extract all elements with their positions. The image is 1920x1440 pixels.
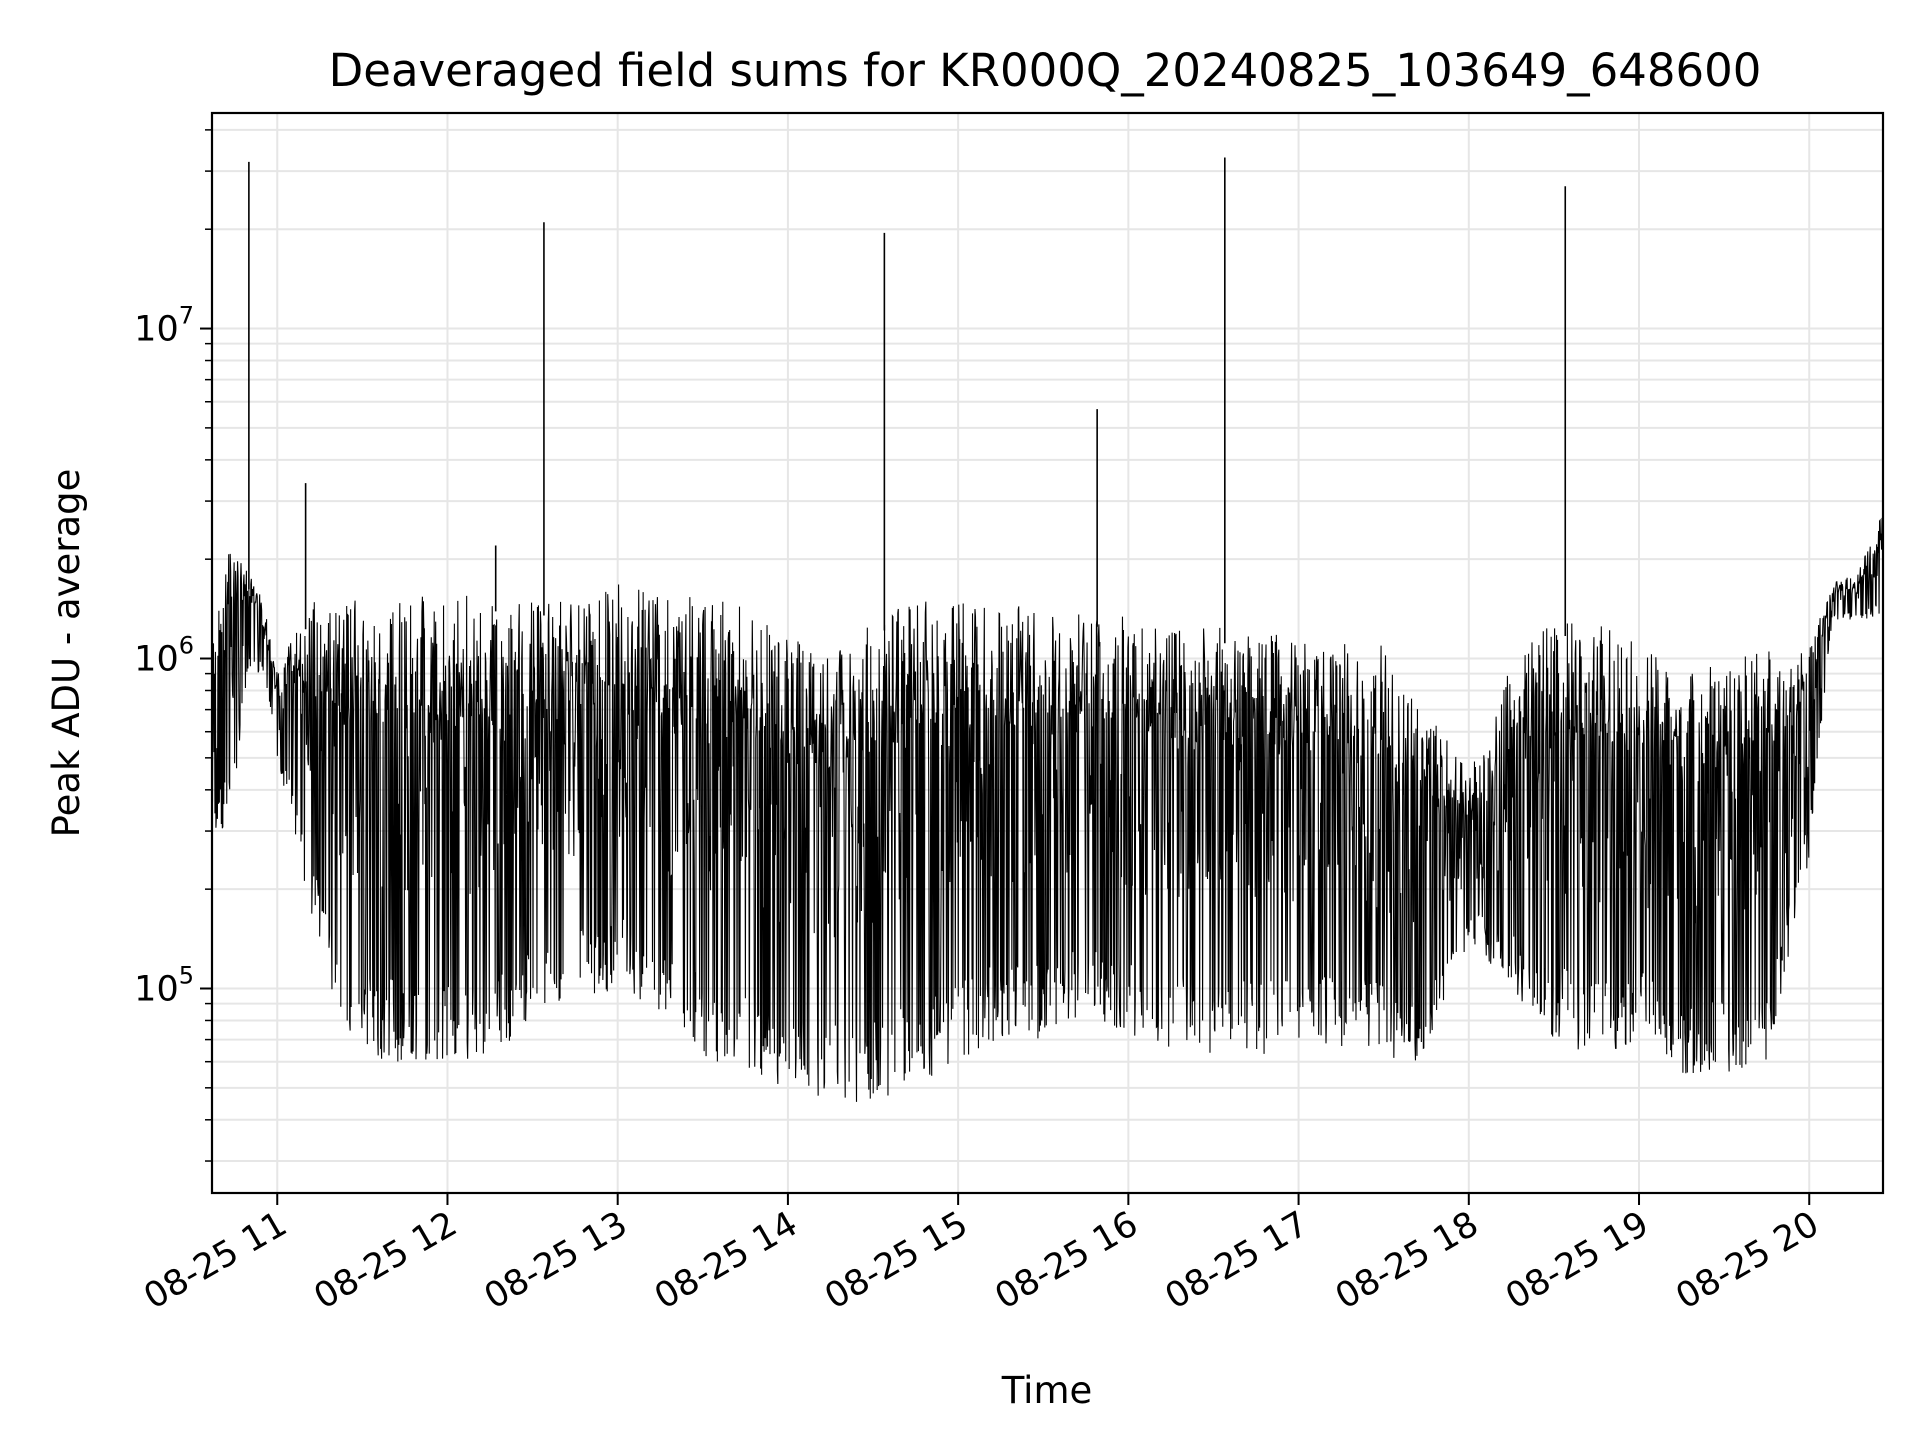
y-tick-exponent: 5 [179, 961, 194, 989]
y-tick-base: 10 [134, 640, 179, 680]
series-line [211, 517, 1884, 1102]
plot-frame [210, 111, 1885, 1195]
y-tick-exponent: 6 [179, 632, 194, 660]
y-tick-label: 106 [134, 632, 194, 680]
chart-title: Deaveraged field sums for KR000Q_2024082… [329, 44, 1762, 97]
y-tick-label: 105 [134, 961, 194, 1009]
x-axis-label: Time [1001, 1369, 1093, 1412]
y-axis-label: Peak ADU - average [45, 469, 88, 838]
series [211, 157, 1884, 1102]
y-tick-base: 10 [134, 310, 179, 350]
y-tick-exponent: 7 [179, 302, 194, 330]
y-tick-label: 107 [134, 302, 194, 350]
y-tick-base: 10 [134, 969, 179, 1009]
